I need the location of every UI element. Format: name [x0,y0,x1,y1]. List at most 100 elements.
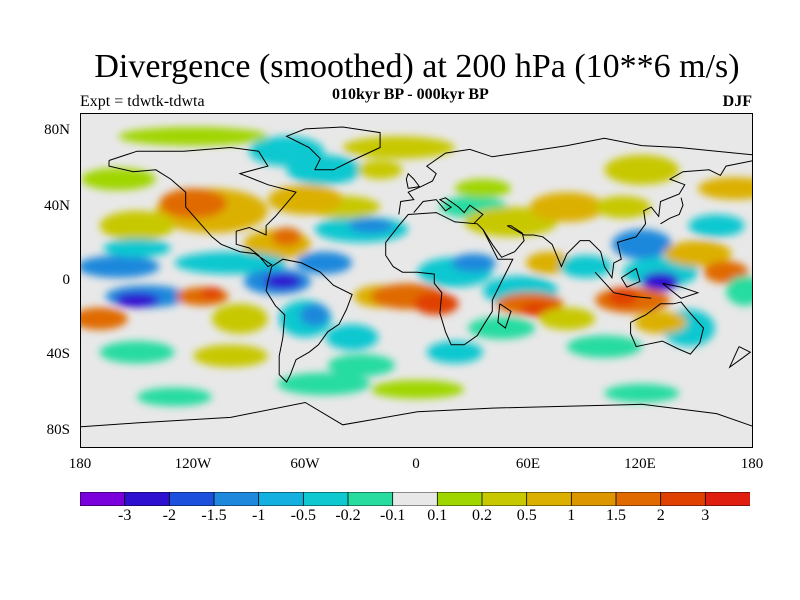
colorbar-swatch [213,492,260,506]
field-contour-region [249,136,324,167]
field-contour-region [264,274,302,289]
field-contour-region [559,255,612,278]
field-contour-region [118,127,268,146]
colorbar-swatch [704,492,750,506]
coastline [482,160,752,280]
field-contour-region [370,380,465,399]
field-contour-region [413,292,459,315]
y-tick-label: 40N [44,198,70,214]
field-contour-region [99,341,175,364]
y-tick-label: 80S [46,422,70,438]
y-tick-label: 0 [62,272,71,288]
colorbar-label: -1 [252,507,266,524]
coastline [265,258,353,383]
field-contour-region [296,251,352,275]
coastline [405,172,421,189]
x-tick-label: 120E [624,456,656,472]
colorbar [80,492,750,506]
coastline [413,197,484,225]
field-contour-region [348,218,394,234]
colorbar-label: 0.5 [516,507,537,524]
field-contour-region [604,154,680,185]
map-plot-area [80,113,753,448]
colorbar-label: 0.1 [427,507,448,524]
field-contour-region [611,229,672,260]
colorbar-swatch [347,492,394,506]
colorbar-swatch [168,492,215,506]
colorbar-label: 1 [567,507,576,524]
field-contour-region [325,324,379,351]
field-contour-region [604,383,680,403]
field-contour-region [99,210,175,241]
field-contour-region [159,188,227,219]
x-tick-label: 120W [174,456,212,472]
colorbar-swatch [392,492,439,506]
colorbar-label: 3 [701,507,710,524]
colorbar-label: -2 [162,507,176,524]
colorbar-swatch [615,492,662,506]
colorbar-swatch [570,492,617,506]
field-contour-region [641,272,680,291]
colorbar-label: 0.2 [472,507,492,524]
field-contour-region [342,136,455,159]
colorbar-swatch [80,492,126,506]
field-contour-region [697,177,752,200]
experiment-label: Expt = tdwtk-tdwta [80,93,205,110]
field-contour-region [103,238,171,258]
colorbar-label: -0.5 [290,507,316,524]
x-tick-label: 60W [290,456,320,472]
divergence-field [81,114,752,447]
coastline [108,146,297,268]
colorbar-swatch [302,492,349,506]
field-contour-region [299,303,330,327]
field-contour-region [451,253,496,273]
field-contour-region [664,240,732,267]
colorbar-label: 1.5 [606,507,626,524]
coastline [662,282,700,299]
y-tick-label: 40S [46,346,70,362]
colorbar-label: -3 [118,507,132,524]
plot-subtitle: 010kyr BP - 000kyr BP [332,86,489,103]
coastline [630,301,705,355]
colorbar-swatch [526,492,573,506]
field-contour-region [137,387,212,407]
colorbar-swatch [481,492,528,506]
field-contour-region [327,354,395,377]
field-contour-region [454,179,511,198]
x-tick-label: 60E [515,456,541,472]
field-contour-region [688,214,745,237]
field-contour-region [608,287,639,306]
field-contour-region [426,341,483,364]
field-contour-region [81,307,128,330]
field-contour-region [634,311,687,334]
field-contour-region [726,275,752,306]
x-tick-label: 0 [412,456,420,472]
field-contour-region [271,227,302,247]
field-contour-region [200,287,224,299]
season-label: DJF [722,93,752,110]
field-contour-region [468,316,536,340]
field-contour-region [539,307,596,330]
field-contour-region [267,184,343,215]
field-contour-region [81,167,156,191]
y-tick-label: 80N [44,122,70,138]
colorbar-swatch [436,492,483,506]
field-contour-region [277,372,371,396]
colorbar-label: -0.1 [380,507,406,524]
colorbar-swatch [660,492,707,506]
coastline [398,137,752,215]
coastline [728,346,752,369]
field-contour-region [81,255,160,278]
coastline [81,401,752,428]
field-contour-region [529,192,605,222]
field-contour-region [193,344,268,368]
field-contour-region [595,195,652,219]
coastline [594,271,652,299]
colorbar-label: -1.5 [201,507,227,524]
field-contour-region [174,251,287,275]
x-tick-label: 180 [740,456,764,472]
colorbar-label: -0.2 [335,507,361,524]
field-contour-region [357,160,403,180]
colorbar-swatch [258,492,305,506]
coastline [385,212,514,346]
